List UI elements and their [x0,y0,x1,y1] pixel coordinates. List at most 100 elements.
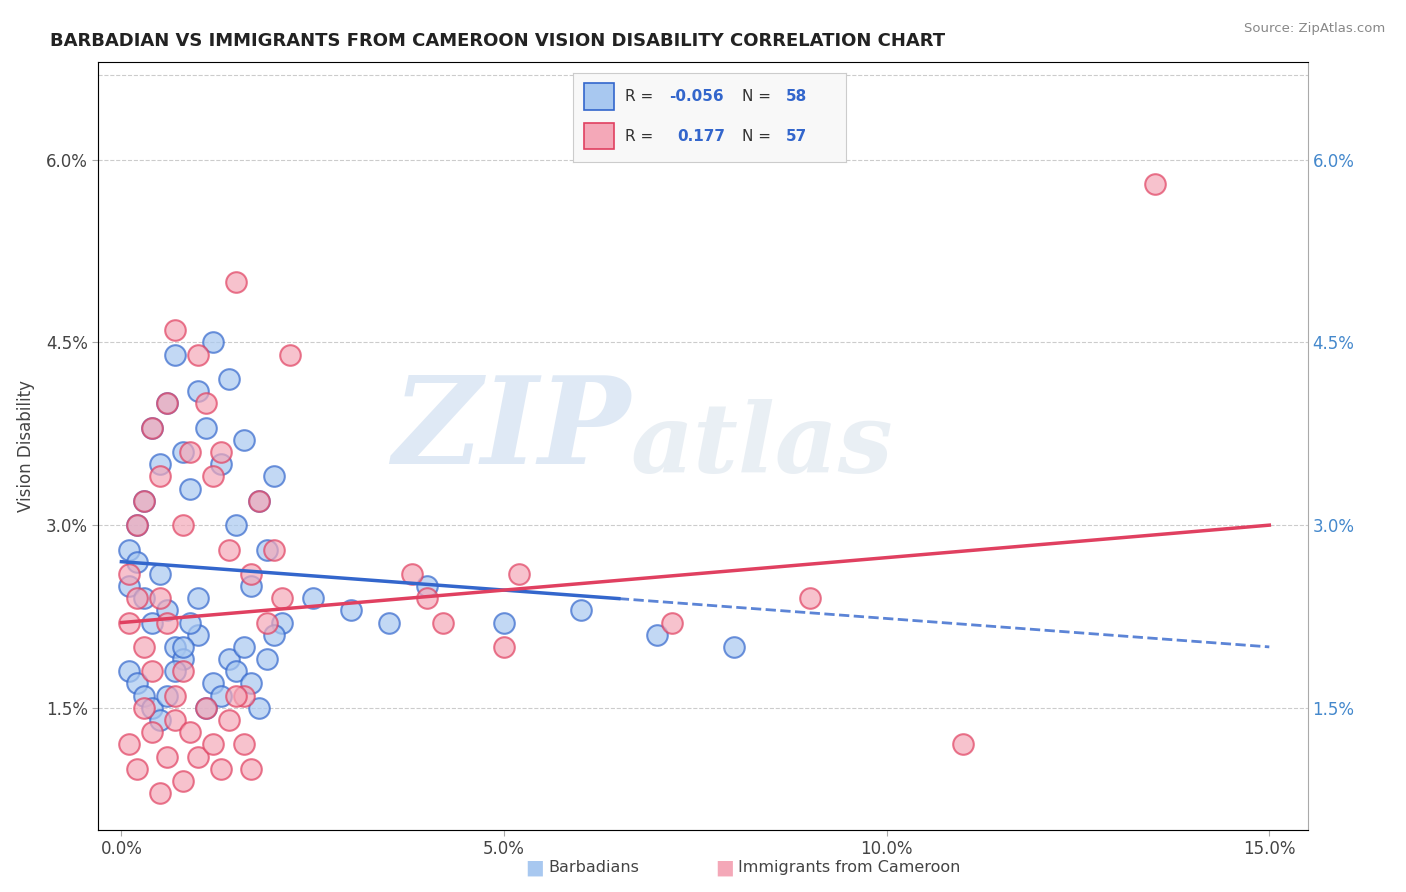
Text: 0.177: 0.177 [678,128,725,144]
Text: N =: N = [742,128,776,144]
Point [118,665,141,679]
Point [163,665,186,679]
Point [156,603,179,617]
Point [125,518,148,533]
Point [256,542,278,557]
Point [194,700,217,714]
Point [232,737,254,751]
Point [163,323,186,337]
Point [194,700,217,714]
Point [952,737,974,751]
Point [401,566,423,581]
Point [149,591,172,606]
Text: ▪: ▪ [714,854,734,882]
Point [134,493,156,508]
Text: BARBADIAN VS IMMIGRANTS FROM CAMEROON VISION DISABILITY CORRELATION CHART: BARBADIAN VS IMMIGRANTS FROM CAMEROON VI… [51,32,945,50]
Point [232,640,254,654]
Point [271,591,294,606]
Point [156,749,179,764]
Point [156,689,179,703]
Point [125,676,148,690]
Point [125,591,148,606]
Point [187,348,209,362]
Point [172,518,194,533]
Text: atlas: atlas [630,399,893,493]
Point [163,348,186,362]
Point [141,665,163,679]
Point [271,615,294,630]
Point [179,482,201,496]
Point [118,737,141,751]
Point [163,640,186,654]
Point [218,652,240,666]
Point [301,591,323,606]
Point [432,615,454,630]
Point [202,335,225,350]
Point [187,749,209,764]
Point [340,603,363,617]
Point [232,689,254,703]
Point [134,700,156,714]
Point [141,421,163,435]
Text: -0.056: -0.056 [669,89,724,104]
Point [645,628,668,642]
Point [278,348,301,362]
Point [492,615,515,630]
Text: Source: ZipAtlas.com: Source: ZipAtlas.com [1244,22,1385,36]
Point [141,700,163,714]
Point [209,762,232,776]
Point [172,652,194,666]
Point [202,469,225,483]
Point [378,615,401,630]
Point [225,689,247,703]
Text: Immigrants from Cameroon: Immigrants from Cameroon [738,861,960,875]
Point [240,566,263,581]
Bar [585,84,614,111]
Point [156,396,179,410]
Point [118,579,141,593]
Point [118,542,141,557]
Point [134,493,156,508]
Point [247,700,270,714]
Text: R =: R = [626,89,658,104]
Point [240,676,263,690]
Point [172,640,194,654]
Point [149,786,172,800]
Point [141,725,163,739]
Bar [585,123,614,150]
Point [149,713,172,727]
Point [118,566,141,581]
Point [225,275,247,289]
Point [202,737,225,751]
Point [156,615,179,630]
Point [134,591,156,606]
Point [263,542,285,557]
Point [187,591,209,606]
Point [225,665,247,679]
Point [134,640,156,654]
Point [125,518,148,533]
Point [149,566,172,581]
Point [141,615,163,630]
Point [149,469,172,483]
Point [125,762,148,776]
Point [256,615,278,630]
Point [232,433,254,447]
Point [194,396,217,410]
Point [163,713,186,727]
Point [416,579,439,593]
Point [218,372,240,386]
Point [569,603,592,617]
Point [172,445,194,459]
Point [125,555,148,569]
Point [209,445,232,459]
Point [179,615,201,630]
Point [163,689,186,703]
Point [141,421,163,435]
Point [263,628,285,642]
Point [723,640,745,654]
Point [799,591,821,606]
Point [263,469,285,483]
Y-axis label: Vision Disability: Vision Disability [17,380,35,512]
Text: R =: R = [626,128,658,144]
